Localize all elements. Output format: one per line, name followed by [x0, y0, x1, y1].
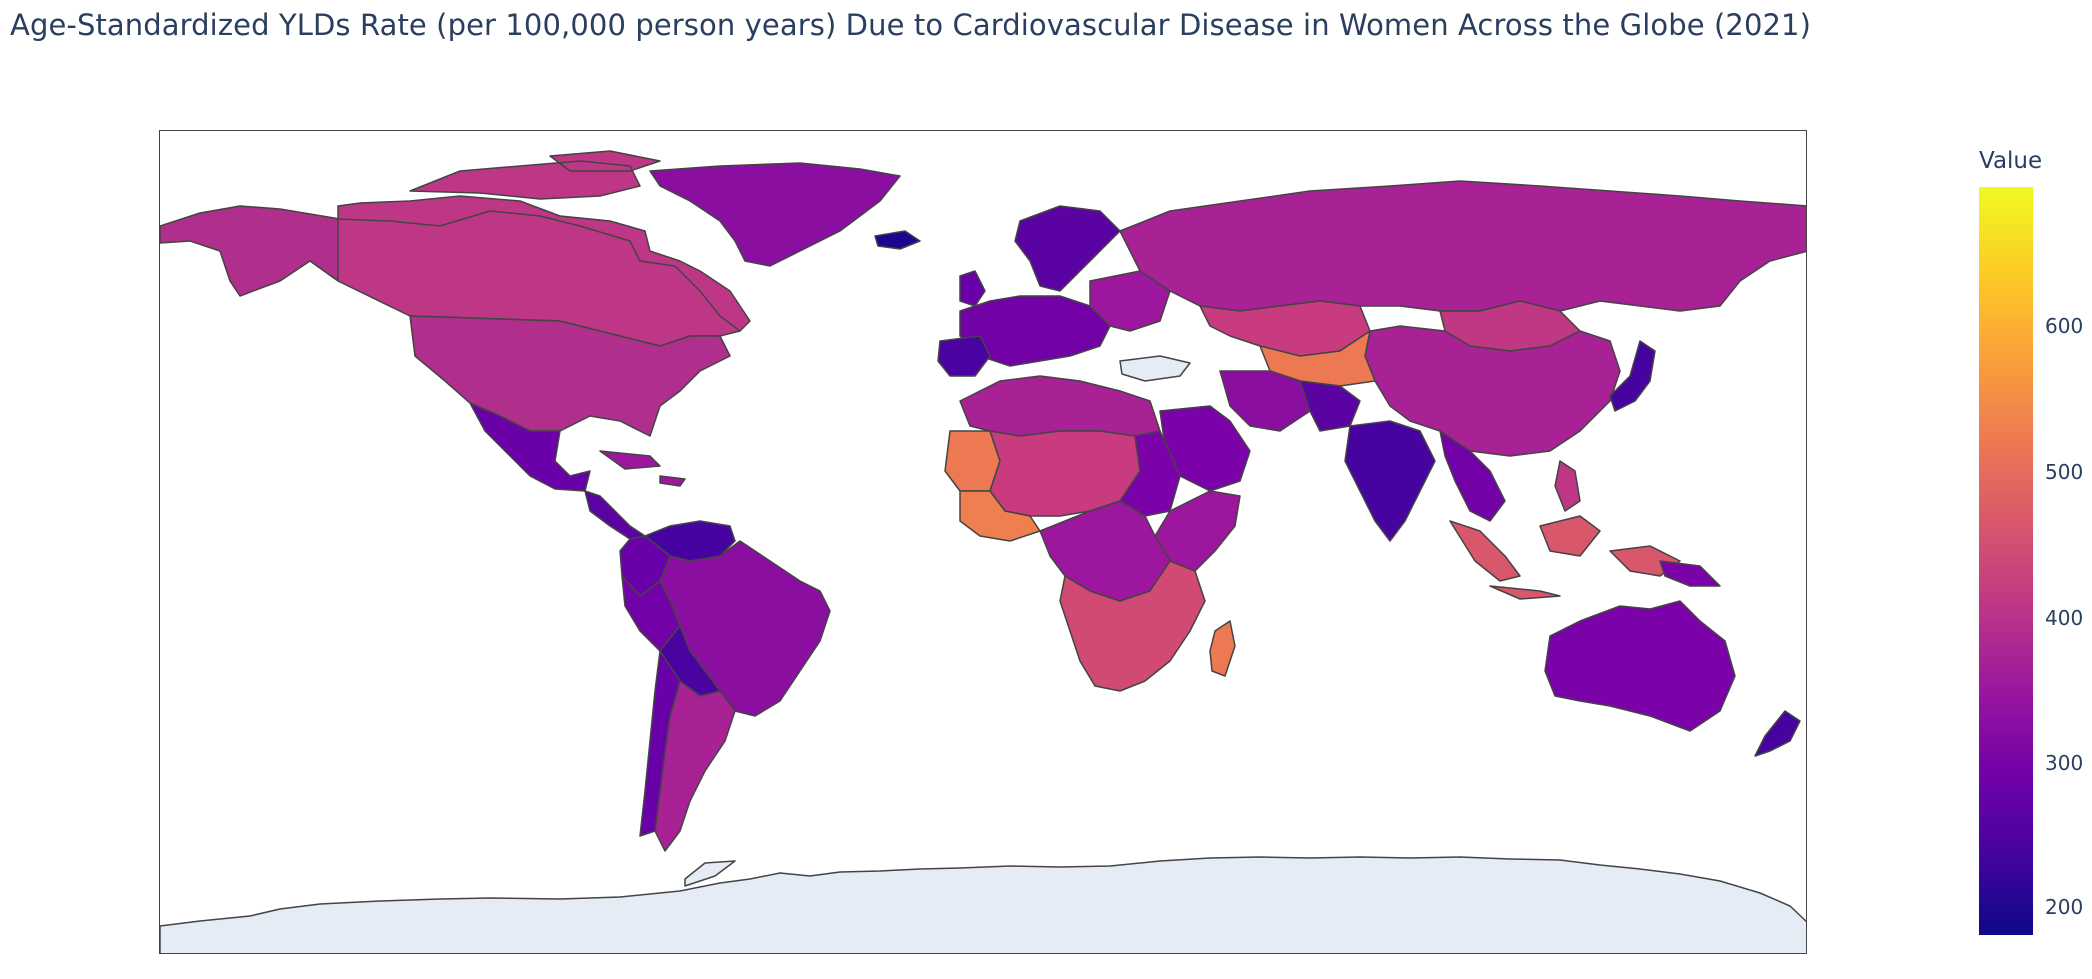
region-new-zealand[interactable]: [1754, 710, 1801, 757]
region-sudan[interactable]: [1119, 430, 1181, 517]
world-map[interactable]: [159, 130, 1807, 954]
region-arctic-islands[interactable]: [409, 150, 661, 200]
region-scandinavia[interactable]: [1014, 205, 1121, 292]
region-china[interactable]: [1364, 325, 1621, 457]
region-north-africa[interactable]: [959, 375, 1161, 437]
region-afghanistan[interactable]: [1299, 380, 1361, 432]
region-indonesia[interactable]: [1449, 515, 1681, 600]
colorbar-title: Value: [1979, 148, 2043, 174]
region-uk[interactable]: [959, 270, 986, 307]
region-australia[interactable]: [1544, 600, 1736, 732]
region-mexico[interactable]: [469, 402, 591, 492]
region-madagascar[interactable]: [1209, 620, 1236, 677]
region-southeast-asia[interactable]: [1439, 430, 1506, 522]
region-turkey[interactable]: [1119, 355, 1191, 382]
region-spain[interactable]: [937, 335, 991, 377]
region-iceland[interactable]: [874, 230, 921, 250]
region-mauritania[interactable]: [944, 430, 1001, 492]
choropleth-map[interactable]: [160, 131, 1807, 954]
region-caribbean[interactable]: [599, 450, 686, 487]
colorbar-tick-600: 600: [2045, 314, 2084, 338]
region-philippines[interactable]: [1554, 460, 1581, 512]
region-india[interactable]: [1344, 420, 1436, 542]
region-southern-africa[interactable]: [1059, 560, 1206, 692]
region-japan[interactable]: [1609, 340, 1656, 412]
colorbar: [1979, 187, 2033, 935]
colorbar-tick-400: 400: [2045, 606, 2084, 630]
region-iran[interactable]: [1219, 370, 1311, 432]
colorbar-tick-500: 500: [2045, 460, 2084, 484]
region-papua[interactable]: [1659, 560, 1721, 587]
colorbar-tick-200: 200: [2045, 895, 2084, 919]
region-central-america[interactable]: [584, 490, 646, 540]
region-alaska[interactable]: [160, 205, 341, 297]
region-greenland[interactable]: [649, 162, 901, 267]
chart-title: Age-Standardized YLDs Rate (per 100,000 …: [10, 8, 1812, 42]
region-russia[interactable]: [1119, 180, 1807, 312]
region-chile[interactable]: [639, 650, 681, 837]
colorbar-tick-300: 300: [2045, 751, 2084, 775]
region-antarctica[interactable]: [160, 856, 1807, 954]
